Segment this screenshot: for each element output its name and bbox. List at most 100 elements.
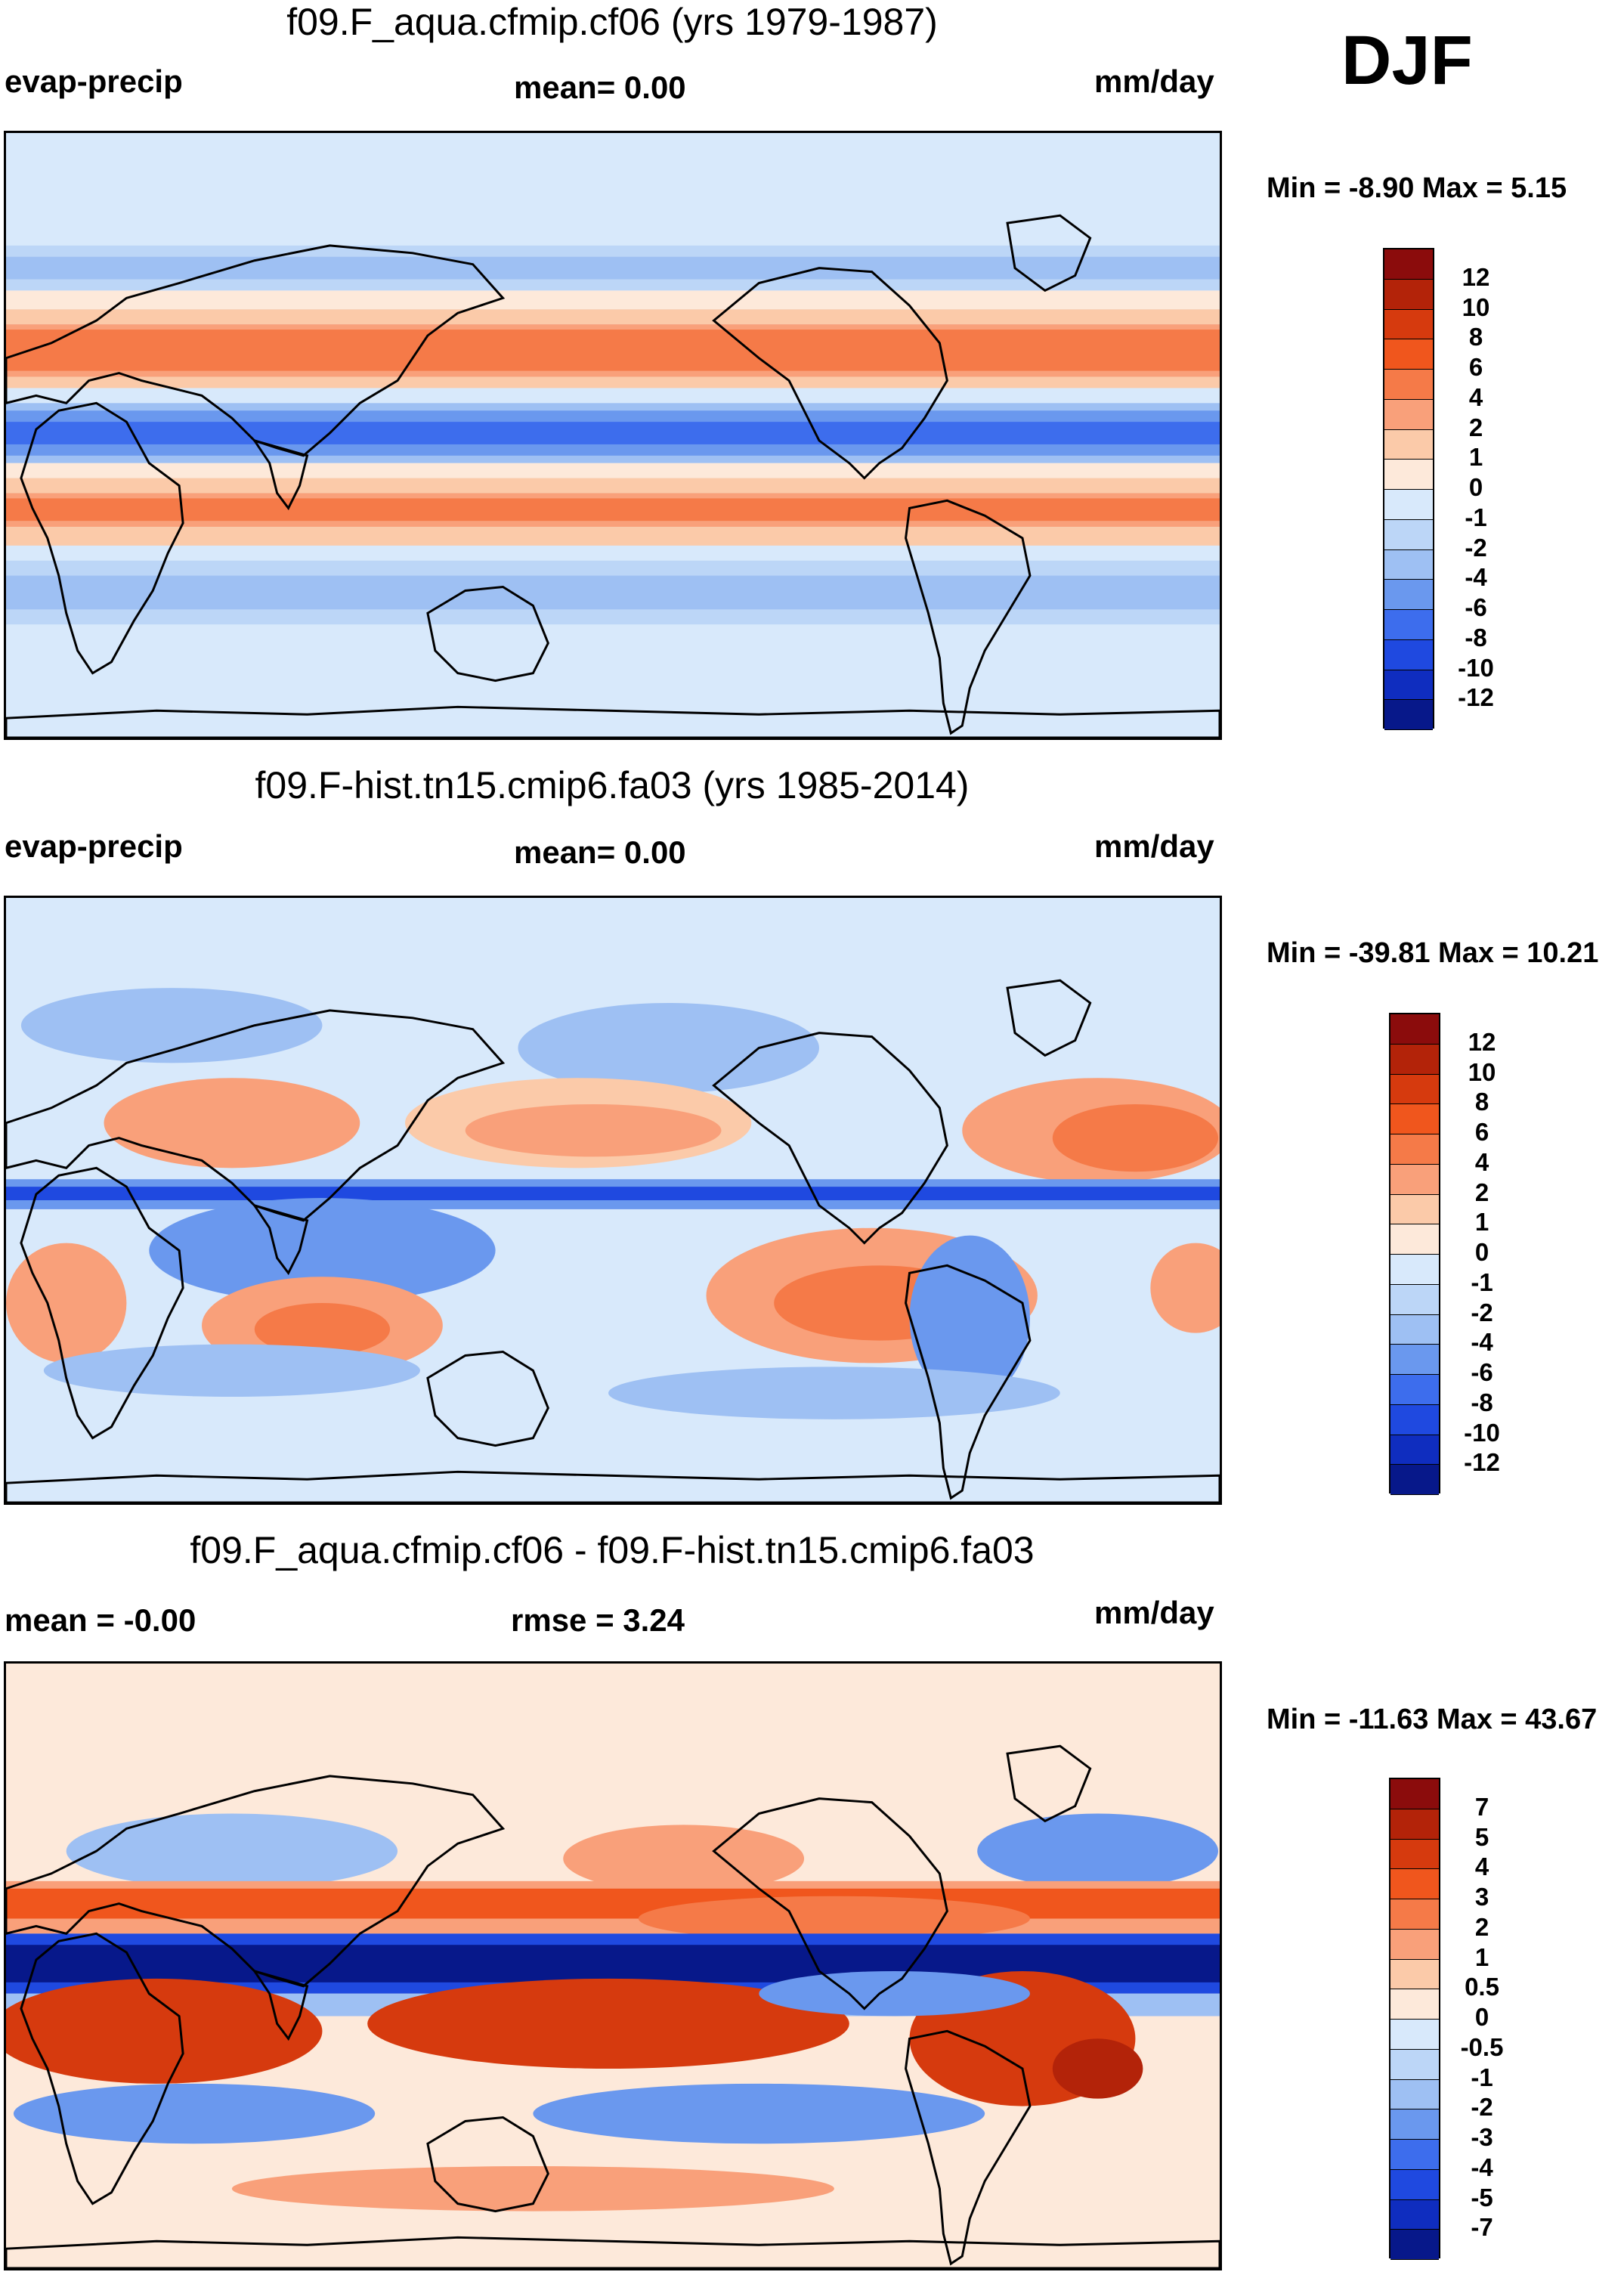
colorbar-tick-label: 0 — [1474, 2003, 1489, 2031]
colorbar-tick-label: 0 — [1468, 473, 1483, 501]
variable-label: evap-precip — [5, 828, 183, 864]
colorbar-swatch — [1384, 519, 1433, 550]
coastline — [6, 1775, 506, 1988]
colorbar-swatch — [1390, 1989, 1439, 2020]
colorbar — [1389, 1778, 1440, 2260]
colorbar-tick-label: -0.5 — [1460, 2032, 1504, 2061]
colorbar-swatch — [1384, 549, 1433, 580]
colorbar-swatch — [1390, 1465, 1439, 1495]
colorbar-swatch — [1384, 279, 1433, 310]
colorbar-tick-label: -10 — [1458, 653, 1494, 682]
coastline — [905, 2029, 1032, 2266]
colorbar-tick-label: -6 — [1465, 593, 1487, 621]
min-max-label: Min = -39.81 Max = 10.21 — [1267, 937, 1599, 969]
coastline — [1006, 1744, 1092, 1823]
contour-band — [6, 376, 1220, 388]
coastline — [6, 1470, 1220, 1503]
contour-band — [6, 545, 1220, 561]
contour-band — [6, 498, 1220, 522]
coastline — [1006, 979, 1092, 1057]
coastline — [712, 267, 948, 480]
coastline — [426, 585, 549, 682]
colorbar — [1389, 1013, 1440, 1495]
contour-region — [1150, 1243, 1220, 1333]
contour-region — [367, 1978, 849, 2069]
contour-region — [977, 1813, 1219, 1889]
colorbar-tick-label: 12 — [1462, 262, 1490, 291]
colorbar-swatch — [1390, 1809, 1439, 1840]
coastline — [712, 1797, 948, 2010]
colorbar-swatch — [1390, 1929, 1439, 1960]
contour-band — [6, 527, 1220, 546]
map-aqua — [4, 131, 1222, 740]
min-max-label: Min = -8.90 Max = 5.15 — [1267, 172, 1567, 204]
coastline — [426, 1350, 549, 1447]
colorbar-swatch — [1390, 2140, 1439, 2170]
colorbar-swatch — [1384, 370, 1433, 400]
colorbar-swatch — [1390, 2020, 1439, 2050]
contour-band — [6, 575, 1220, 610]
coastline — [252, 438, 309, 511]
contour-region — [518, 1002, 819, 1094]
mean-label: mean = -0.00 — [5, 1602, 196, 1638]
coastline — [20, 401, 184, 675]
colorbar-tick-label: -8 — [1465, 623, 1487, 652]
coastline — [20, 1932, 184, 2205]
contour-region — [759, 1970, 1030, 2017]
colorbar-tick-label: -1 — [1471, 1268, 1493, 1296]
units-label: mm/day — [1094, 828, 1214, 864]
colorbar-swatch — [1390, 1014, 1439, 1045]
coastline — [426, 2116, 549, 2213]
colorbar-tick-label: 2 — [1468, 413, 1483, 441]
colorbar-swatch — [1384, 670, 1433, 701]
colorbar — [1383, 248, 1434, 730]
colorbar-swatch — [1390, 2169, 1439, 2200]
colorbar-swatch — [1384, 399, 1433, 430]
colorbar-swatch — [1390, 2049, 1439, 2080]
panel-title: f09.F_aqua.cfmip.cf06 - f09.F-hist.tn15.… — [190, 1529, 1035, 1571]
variable-label: evap-precip — [5, 63, 183, 99]
contour-region — [43, 1344, 420, 1398]
coastline — [6, 244, 506, 457]
colorbar-tick-label: -2 — [1471, 2093, 1493, 2122]
colorbar-tick-label: 3 — [1474, 1883, 1489, 1911]
colorbar-swatch — [1390, 1779, 1439, 1809]
colorbar-tick-label: -1 — [1471, 2063, 1493, 2091]
colorbar-tick-label: -2 — [1465, 533, 1487, 562]
colorbar-swatch — [1384, 339, 1433, 370]
contour-region — [20, 988, 323, 1063]
colorbar-tick-label: 8 — [1468, 323, 1483, 351]
colorbar-tick-label: 8 — [1474, 1088, 1489, 1116]
contour-band — [6, 330, 1220, 371]
contour-band — [6, 309, 1220, 325]
colorbar-swatch — [1390, 1959, 1439, 1990]
colorbar-tick-label: -7 — [1471, 2213, 1493, 2242]
colorbar-tick-label: -3 — [1471, 2123, 1493, 2151]
mean-label: mean= 0.00 — [514, 834, 686, 870]
coastline — [905, 1264, 1032, 1500]
contour-region — [6, 1978, 323, 2084]
colorbar-tick-label: -12 — [1464, 1448, 1500, 1477]
colorbar-tick-label: 6 — [1474, 1118, 1489, 1146]
coastline — [6, 705, 1220, 738]
colorbar-swatch — [1390, 1435, 1439, 1466]
colorbar-swatch — [1384, 610, 1433, 640]
colorbar-swatch — [1384, 490, 1433, 520]
colorbar-tick-label: 12 — [1468, 1027, 1496, 1056]
contour-region — [66, 1813, 398, 1889]
contour-region — [13, 2083, 376, 2144]
min-max-label: Min = -11.63 Max = 43.67 — [1267, 1704, 1598, 1735]
colorbar-swatch — [1384, 309, 1433, 340]
contour-region — [465, 1103, 722, 1157]
contour-band — [6, 290, 1220, 310]
coastline — [712, 1032, 948, 1245]
units-label: mm/day — [1094, 63, 1214, 99]
colorbar-swatch — [1390, 1314, 1439, 1345]
colorbar-swatch — [1390, 1164, 1439, 1195]
contour-region — [909, 1235, 1030, 1401]
contour-band — [6, 478, 1220, 494]
colorbar-tick-label: -6 — [1471, 1358, 1493, 1386]
colorbar-tick-label: -12 — [1458, 683, 1494, 712]
colorbar-swatch — [1390, 2079, 1439, 2110]
colorbar-swatch — [1384, 580, 1433, 610]
